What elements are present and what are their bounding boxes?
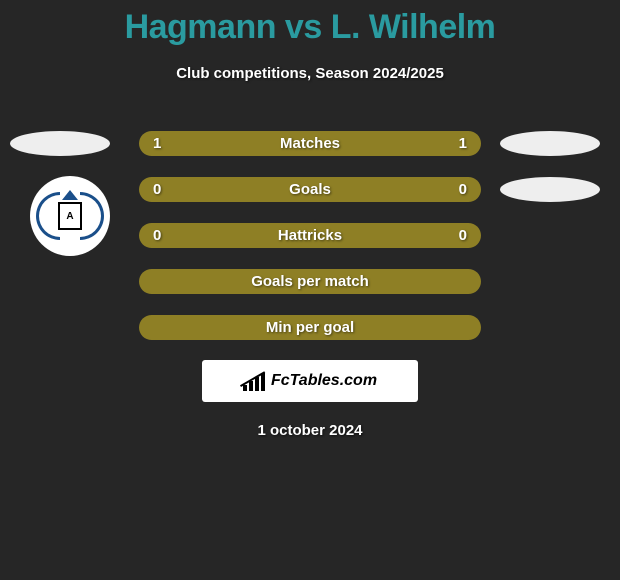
stat-pill-matches: 1 Matches 1 <box>139 131 481 156</box>
brand-logo-text: FcTables.com <box>271 372 377 390</box>
stat-row: Goals per match <box>0 258 620 304</box>
stat-label: Matches <box>280 135 340 152</box>
player-right-placeholder-icon <box>500 131 600 156</box>
stat-pill-goals-per-match: Goals per match <box>139 269 481 294</box>
stat-right-value: 1 <box>459 135 467 152</box>
club-crest-left: A <box>30 176 110 256</box>
stat-left-value: 1 <box>153 135 161 152</box>
stat-row: 1 Matches 1 <box>0 120 620 166</box>
bar-chart-icon <box>243 371 267 391</box>
brand-logo[interactable]: FcTables.com <box>202 360 418 402</box>
stat-left-value: 0 <box>153 181 161 198</box>
stat-left-value: 0 <box>153 227 161 244</box>
club-crest-letter: A <box>58 202 82 230</box>
stat-label: Goals per match <box>251 273 369 290</box>
stat-label: Min per goal <box>266 319 354 336</box>
subtitle: Club competitions, Season 2024/2025 <box>0 65 620 82</box>
stat-label: Hattricks <box>278 227 342 244</box>
player-left-placeholder-icon <box>10 131 110 156</box>
stat-row: Min per goal <box>0 304 620 350</box>
stat-label: Goals <box>289 181 331 198</box>
player-right-placeholder-icon <box>500 177 600 202</box>
page-title: Hagmann vs L. Wilhelm <box>0 0 620 47</box>
stat-pill-hattricks: 0 Hattricks 0 <box>139 223 481 248</box>
stat-right-value: 0 <box>459 181 467 198</box>
stat-pill-goals: 0 Goals 0 <box>139 177 481 202</box>
stat-right-value: 0 <box>459 227 467 244</box>
stat-pill-min-per-goal: Min per goal <box>139 315 481 340</box>
club-crest-icon: A <box>38 184 102 248</box>
date-text: 1 october 2024 <box>0 422 620 439</box>
